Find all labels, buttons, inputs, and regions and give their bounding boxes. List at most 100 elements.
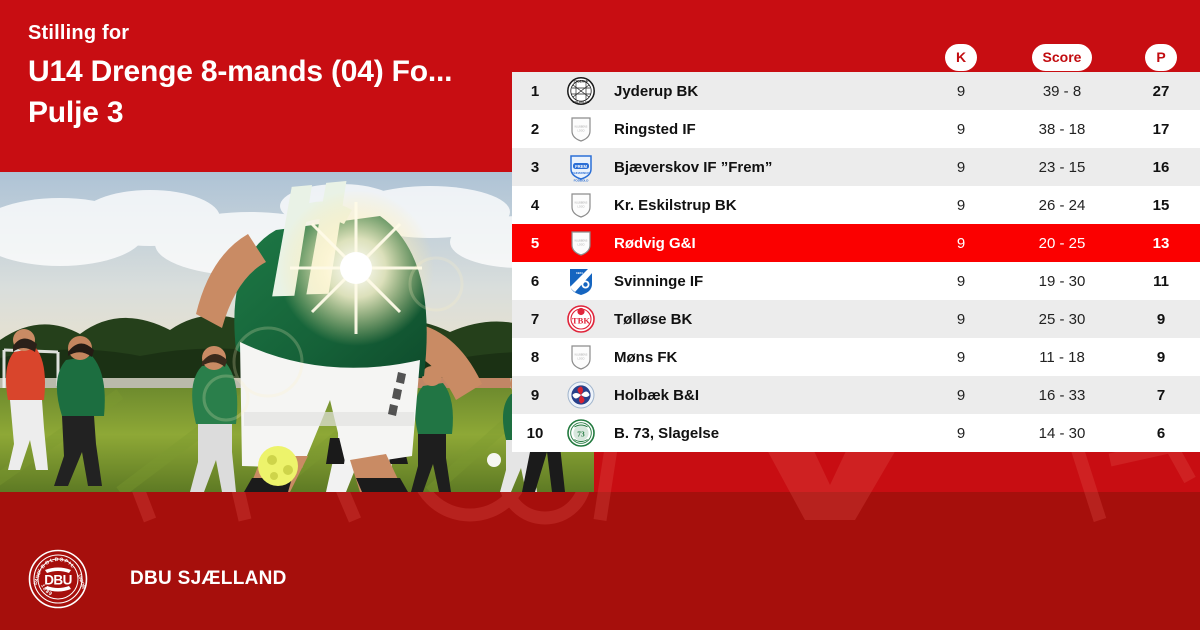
b73-slagelse-crest-icon: 73 bbox=[558, 418, 604, 448]
svg-text:DBU: DBU bbox=[44, 573, 71, 588]
svg-text:BOLDKLUB: BOLDKLUB bbox=[573, 100, 591, 104]
svg-text:KLUBBENS: KLUBBENS bbox=[575, 125, 588, 128]
row-matches-played: 9 bbox=[956, 272, 966, 290]
row-points: 27 bbox=[1152, 82, 1170, 100]
table-row[interactable]: 9 Holbæk B&I 9 16 - 33 7 bbox=[512, 376, 1200, 414]
footer-label: DBU SJÆLLAND bbox=[130, 568, 287, 589]
row-goal-score: 26 - 24 bbox=[1038, 196, 1086, 214]
row-goal-score: 38 - 18 bbox=[1038, 120, 1086, 138]
row-matches-played: 9 bbox=[956, 82, 966, 100]
row-points: 13 bbox=[1152, 234, 1170, 252]
row-matches-played: 9 bbox=[956, 348, 966, 366]
row-points: 11 bbox=[1153, 272, 1169, 290]
table-row[interactable]: 1 JYDERUP BOLDKLUB Jyderup BK 9 39 - 8 27 bbox=[512, 72, 1200, 110]
jyderup-bk-crest-icon: JYDERUP BOLDKLUB bbox=[558, 76, 604, 106]
table-row[interactable]: 5 KLUBBENS LOGO Rødvig G&I 9 20 - 25 13 bbox=[512, 224, 1200, 262]
column-header-score: Score bbox=[1031, 43, 1093, 71]
row-matches-played: 9 bbox=[956, 310, 966, 328]
row-position: 5 bbox=[530, 234, 540, 252]
row-points: 7 bbox=[1156, 386, 1166, 404]
column-header-matches-cell: K bbox=[920, 43, 1002, 71]
row-position: 3 bbox=[530, 158, 540, 176]
column-header-matches: K bbox=[944, 43, 978, 71]
row-team-name: Svinninge IF bbox=[614, 272, 704, 290]
generic-shield-crest-icon: KLUBBENS LOGO bbox=[558, 190, 604, 220]
row-matches-played: 9 bbox=[956, 424, 966, 442]
svg-text:KLUBBENS: KLUBBENS bbox=[575, 353, 588, 356]
row-goal-score: 14 - 30 bbox=[1038, 424, 1086, 442]
row-goal-score: 23 - 15 bbox=[1038, 158, 1086, 176]
table-column-headers: K Score P bbox=[512, 42, 1200, 72]
row-position: 10 bbox=[526, 424, 544, 442]
svg-text:FODBOLD: FODBOLD bbox=[574, 178, 590, 182]
row-position: 9 bbox=[530, 386, 540, 404]
table-row[interactable]: 7 TBK Tølløse BK 9 25 - 30 9 bbox=[512, 300, 1200, 338]
svg-text:LOGO: LOGO bbox=[578, 243, 585, 246]
row-goal-score: 11 - 18 bbox=[1039, 348, 1085, 366]
svg-text:LOGO: LOGO bbox=[578, 357, 585, 360]
row-team-name: B. 73, Slagelse bbox=[614, 424, 720, 442]
column-header-points-cell: P bbox=[1122, 43, 1200, 71]
row-position: 7 bbox=[530, 310, 540, 328]
row-points: 9 bbox=[1156, 310, 1166, 328]
row-points: 16 bbox=[1152, 158, 1170, 176]
row-matches-played: 9 bbox=[956, 234, 966, 252]
svg-text:BJÆVERSKOV: BJÆVERSKOV bbox=[572, 172, 590, 175]
row-team-name: Holbæk B&I bbox=[614, 386, 700, 404]
generic-shield-crest-icon: KLUBBENS LOGO bbox=[558, 228, 604, 258]
row-team-name: Bjæverskov IF ”Frem” bbox=[614, 158, 773, 176]
table-row[interactable]: 6 1924 Svinninge IF 9 19 - 30 11 bbox=[512, 262, 1200, 300]
row-position: 4 bbox=[530, 196, 540, 214]
page-title: U14 Drenge 8-mands (04) Fo... Pulje 3 bbox=[28, 55, 453, 129]
standings-table: 1 JYDERUP BOLDKLUB Jyderup BK 9 39 - 8 27 2 K… bbox=[512, 72, 1200, 452]
row-goal-score: 39 - 8 bbox=[1042, 82, 1082, 100]
svg-text:1924: 1924 bbox=[576, 271, 583, 275]
table-row[interactable]: 8 KLUBBENS LOGO Møns FK 9 11 - 18 9 bbox=[512, 338, 1200, 376]
row-matches-played: 9 bbox=[956, 386, 966, 404]
row-team-name: Jyderup BK bbox=[614, 82, 699, 100]
header-kicker: Stilling for bbox=[28, 22, 130, 44]
svg-text:LOGO: LOGO bbox=[578, 205, 585, 208]
row-team-name: Ringsted IF bbox=[614, 120, 696, 138]
background-bottom-band bbox=[0, 492, 1200, 630]
table-row[interactable]: 2 KLUBBENS LOGO Ringsted IF 9 38 - 18 17 bbox=[512, 110, 1200, 148]
row-position: 8 bbox=[530, 348, 540, 366]
table-row[interactable]: 4 KLUBBENS LOGO Kr. Eskilstrup BK 9 26 - 24… bbox=[512, 186, 1200, 224]
row-matches-played: 9 bbox=[956, 158, 966, 176]
holbaek-bi-crest-icon bbox=[558, 380, 604, 410]
row-points: 15 bbox=[1152, 196, 1170, 214]
row-points: 6 bbox=[1156, 424, 1166, 442]
svg-text:LOGO: LOGO bbox=[578, 129, 585, 132]
svg-text:UNION: UNION bbox=[77, 574, 87, 590]
row-position: 1 bbox=[530, 82, 540, 100]
generic-shield-crest-icon: KLUBBENS LOGO bbox=[558, 342, 604, 372]
row-team-name: Rødvig G&I bbox=[614, 234, 696, 252]
svg-text:TBK: TBK bbox=[572, 316, 590, 326]
row-position: 2 bbox=[530, 120, 540, 138]
column-header-score-cell: Score bbox=[1002, 43, 1122, 71]
tolloese-bk-crest-icon: TBK bbox=[558, 304, 604, 334]
svg-text:KLUBBENS: KLUBBENS bbox=[575, 201, 588, 204]
row-goal-score: 20 - 25 bbox=[1038, 234, 1086, 252]
row-team-name: Møns FK bbox=[614, 348, 678, 366]
row-position: 6 bbox=[530, 272, 540, 290]
row-points: 9 bbox=[1156, 348, 1166, 366]
row-goal-score: 19 - 30 bbox=[1038, 272, 1086, 290]
row-matches-played: 9 bbox=[956, 120, 966, 138]
row-goal-score: 25 - 30 bbox=[1038, 310, 1086, 328]
row-team-name: Kr. Eskilstrup BK bbox=[614, 196, 737, 214]
footer: BOLDSPIL 1889 DANSK UNION DBU DBU SJÆLLA… bbox=[28, 548, 287, 610]
svinninge-if-crest-icon: 1924 bbox=[558, 266, 604, 296]
table-row[interactable]: 3 FREM BJÆVERSKOV FODBOLD Bjæverskov IF ”… bbox=[512, 148, 1200, 186]
header-block: Stilling for U14 Drenge 8-mands (04) Fo.… bbox=[28, 20, 748, 133]
svg-text:73: 73 bbox=[577, 429, 585, 438]
football-match-photo bbox=[0, 172, 594, 492]
svg-text:JYDERUP: JYDERUP bbox=[573, 79, 589, 83]
svg-text:FREM: FREM bbox=[575, 164, 587, 169]
svg-text:DANSK: DANSK bbox=[33, 568, 43, 586]
generic-shield-crest-icon: KLUBBENS LOGO bbox=[558, 114, 604, 144]
dbu-logo-icon: BOLDSPIL 1889 DANSK UNION DBU bbox=[28, 549, 88, 609]
row-team-name: Tølløse BK bbox=[614, 310, 693, 328]
table-row[interactable]: 10 73 B. 73, Slagelse 9 14 - 30 6 bbox=[512, 414, 1200, 452]
row-goal-score: 16 - 33 bbox=[1038, 386, 1086, 404]
